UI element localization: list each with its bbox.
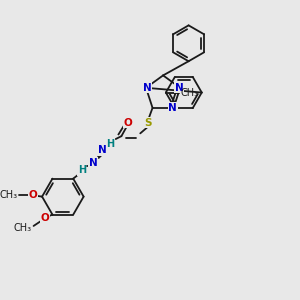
Text: O: O <box>124 118 132 128</box>
Text: N: N <box>98 146 107 155</box>
Text: CH₃: CH₃ <box>14 223 32 233</box>
Text: S: S <box>144 118 152 128</box>
Text: N: N <box>142 83 151 93</box>
Text: N: N <box>89 158 98 168</box>
Text: O: O <box>40 213 49 224</box>
Text: N: N <box>175 83 184 93</box>
Text: N: N <box>168 103 177 113</box>
Text: CH₃: CH₃ <box>0 190 17 200</box>
Text: CH₃: CH₃ <box>181 88 199 98</box>
Text: H: H <box>78 165 86 175</box>
Text: H: H <box>106 139 114 149</box>
Text: O: O <box>28 190 37 200</box>
